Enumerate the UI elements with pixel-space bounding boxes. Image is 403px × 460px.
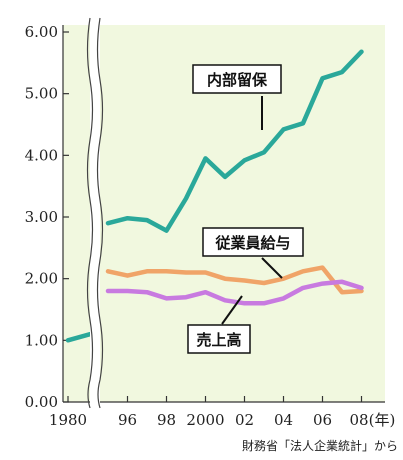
x-tick-label: 1980 bbox=[49, 411, 87, 429]
x-tick-label: 04 bbox=[274, 411, 293, 429]
series-line bbox=[105, 279, 364, 306]
x-tick-label: 02 bbox=[235, 411, 254, 429]
y-axis-ticks: 0.00 1.00 2.00 3.00 4.00 5.00 6.00 bbox=[25, 23, 69, 411]
y-tick-label: 3.00 bbox=[25, 208, 58, 226]
y-tick-label: 0.00 bbox=[25, 393, 58, 411]
callout-label: 内部留保 bbox=[207, 71, 268, 89]
x-tick-label: 2000 bbox=[186, 411, 224, 429]
source-note: 財務省「法人企業統計」から bbox=[242, 438, 398, 453]
callout-box bbox=[202, 227, 304, 257]
callout-label: 売上高 bbox=[196, 331, 241, 349]
series-line bbox=[105, 49, 364, 233]
series-line bbox=[65, 331, 93, 343]
y-tick-label: 4.00 bbox=[25, 146, 58, 164]
x-tick-label: 98 bbox=[157, 411, 176, 429]
callout-box bbox=[192, 64, 282, 94]
y-tick-label: 5.00 bbox=[25, 85, 58, 103]
x-tick-label: 08(年) bbox=[350, 411, 396, 429]
y-tick-label: 1.00 bbox=[25, 331, 58, 349]
x-tick-label: 06 bbox=[313, 411, 332, 429]
callout-box bbox=[187, 324, 251, 354]
axis-break-mark bbox=[86, 17, 104, 409]
y-tick-label: 2.00 bbox=[25, 270, 58, 288]
x-axis-ticks: 1980 96 98 2000 02 04 06 08(年) bbox=[49, 396, 395, 429]
callout-leader bbox=[221, 295, 243, 325]
series-lines bbox=[65, 49, 364, 343]
callout-label: 従業員給与 bbox=[214, 234, 290, 252]
x-tick-label: 96 bbox=[118, 411, 137, 429]
callout-leader bbox=[261, 257, 283, 279]
series-line bbox=[105, 265, 364, 295]
y-tick-label: 6.00 bbox=[25, 23, 58, 41]
